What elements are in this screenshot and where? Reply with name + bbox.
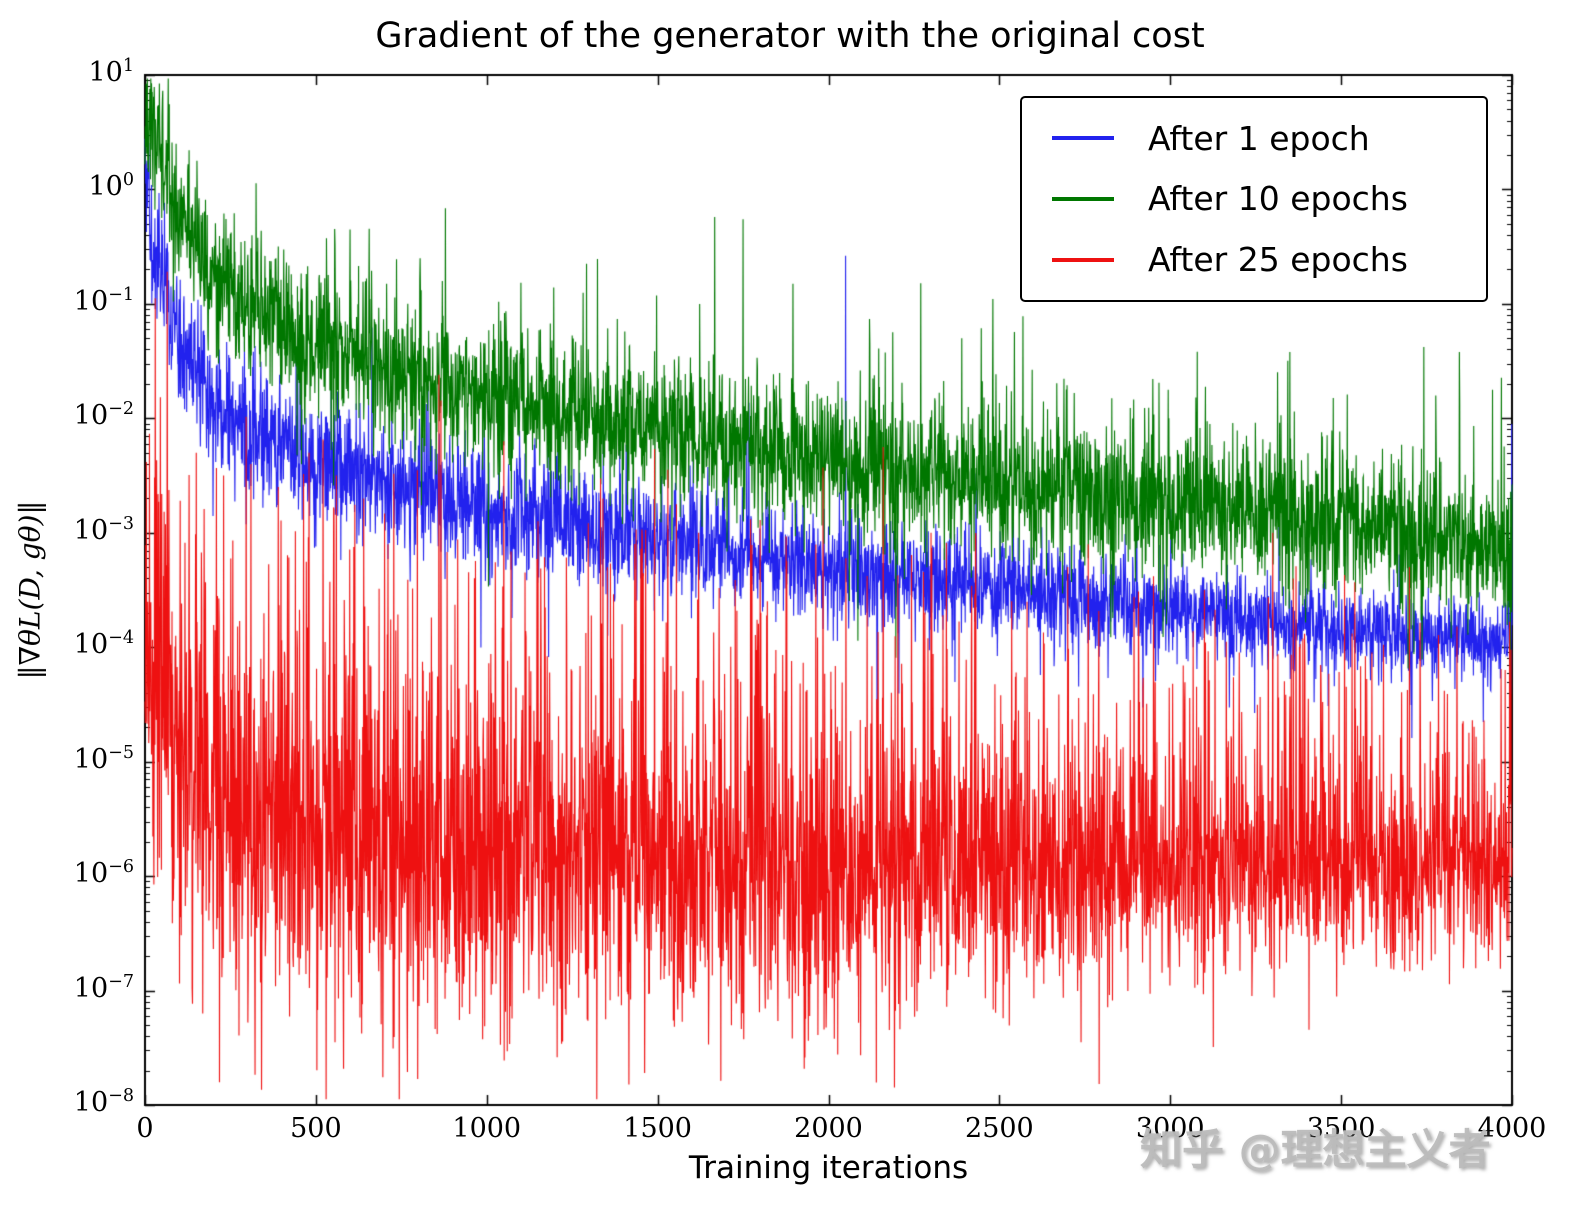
chart-title: Gradient of the generator with the origi… (375, 16, 1205, 56)
y-tick-label: 10−1 (73, 284, 134, 317)
y-tick-label: 10−5 (73, 742, 134, 775)
y-tick-label: 10−7 (73, 971, 134, 1004)
x-tick-label: 0 (136, 1113, 154, 1144)
legend-line-swatch-red (1052, 257, 1114, 262)
y-tick-label: 10−3 (73, 513, 134, 546)
y-tick-label: 10−8 (73, 1086, 134, 1118)
y-tick-label: 10−4 (73, 628, 134, 661)
x-tick-label: 3000 (1135, 1113, 1205, 1144)
y-tick-label: 100 (88, 170, 134, 203)
legend-item-after-25-epochs: After 25 epochs (1022, 240, 1486, 279)
x-tick-label: 2000 (794, 1113, 863, 1144)
legend-label: After 25 epochs (1148, 240, 1408, 280)
x-tick-label: 1000 (452, 1113, 522, 1144)
legend-item-after-1-epoch: After 1 epoch (1022, 119, 1486, 158)
legend-line-swatch-green (1052, 196, 1114, 201)
y-tick-label: 10−2 (73, 399, 134, 432)
x-tick-label: 1500 (623, 1113, 692, 1144)
x-tick-label: 4000 (1477, 1113, 1547, 1144)
legend-label: After 10 epochs (1148, 179, 1408, 219)
x-axis-label: Training iterations (688, 1150, 969, 1186)
legend: After 1 epoch After 10 epochs After 25 e… (1020, 96, 1488, 302)
legend-label: After 1 epoch (1148, 118, 1370, 158)
x-tick-label: 3500 (1306, 1113, 1376, 1144)
legend-line-swatch-blue (1052, 136, 1114, 141)
x-tick-label: 500 (290, 1113, 342, 1144)
y-tick-label: 10−6 (73, 857, 134, 890)
legend-item-after-10-epochs: After 10 epochs (1022, 179, 1486, 218)
x-tick-label: 2500 (965, 1113, 1034, 1144)
watermark: 知乎 @理想主义者 (1140, 1125, 1491, 1174)
y-tick-label: 101 (88, 56, 134, 88)
